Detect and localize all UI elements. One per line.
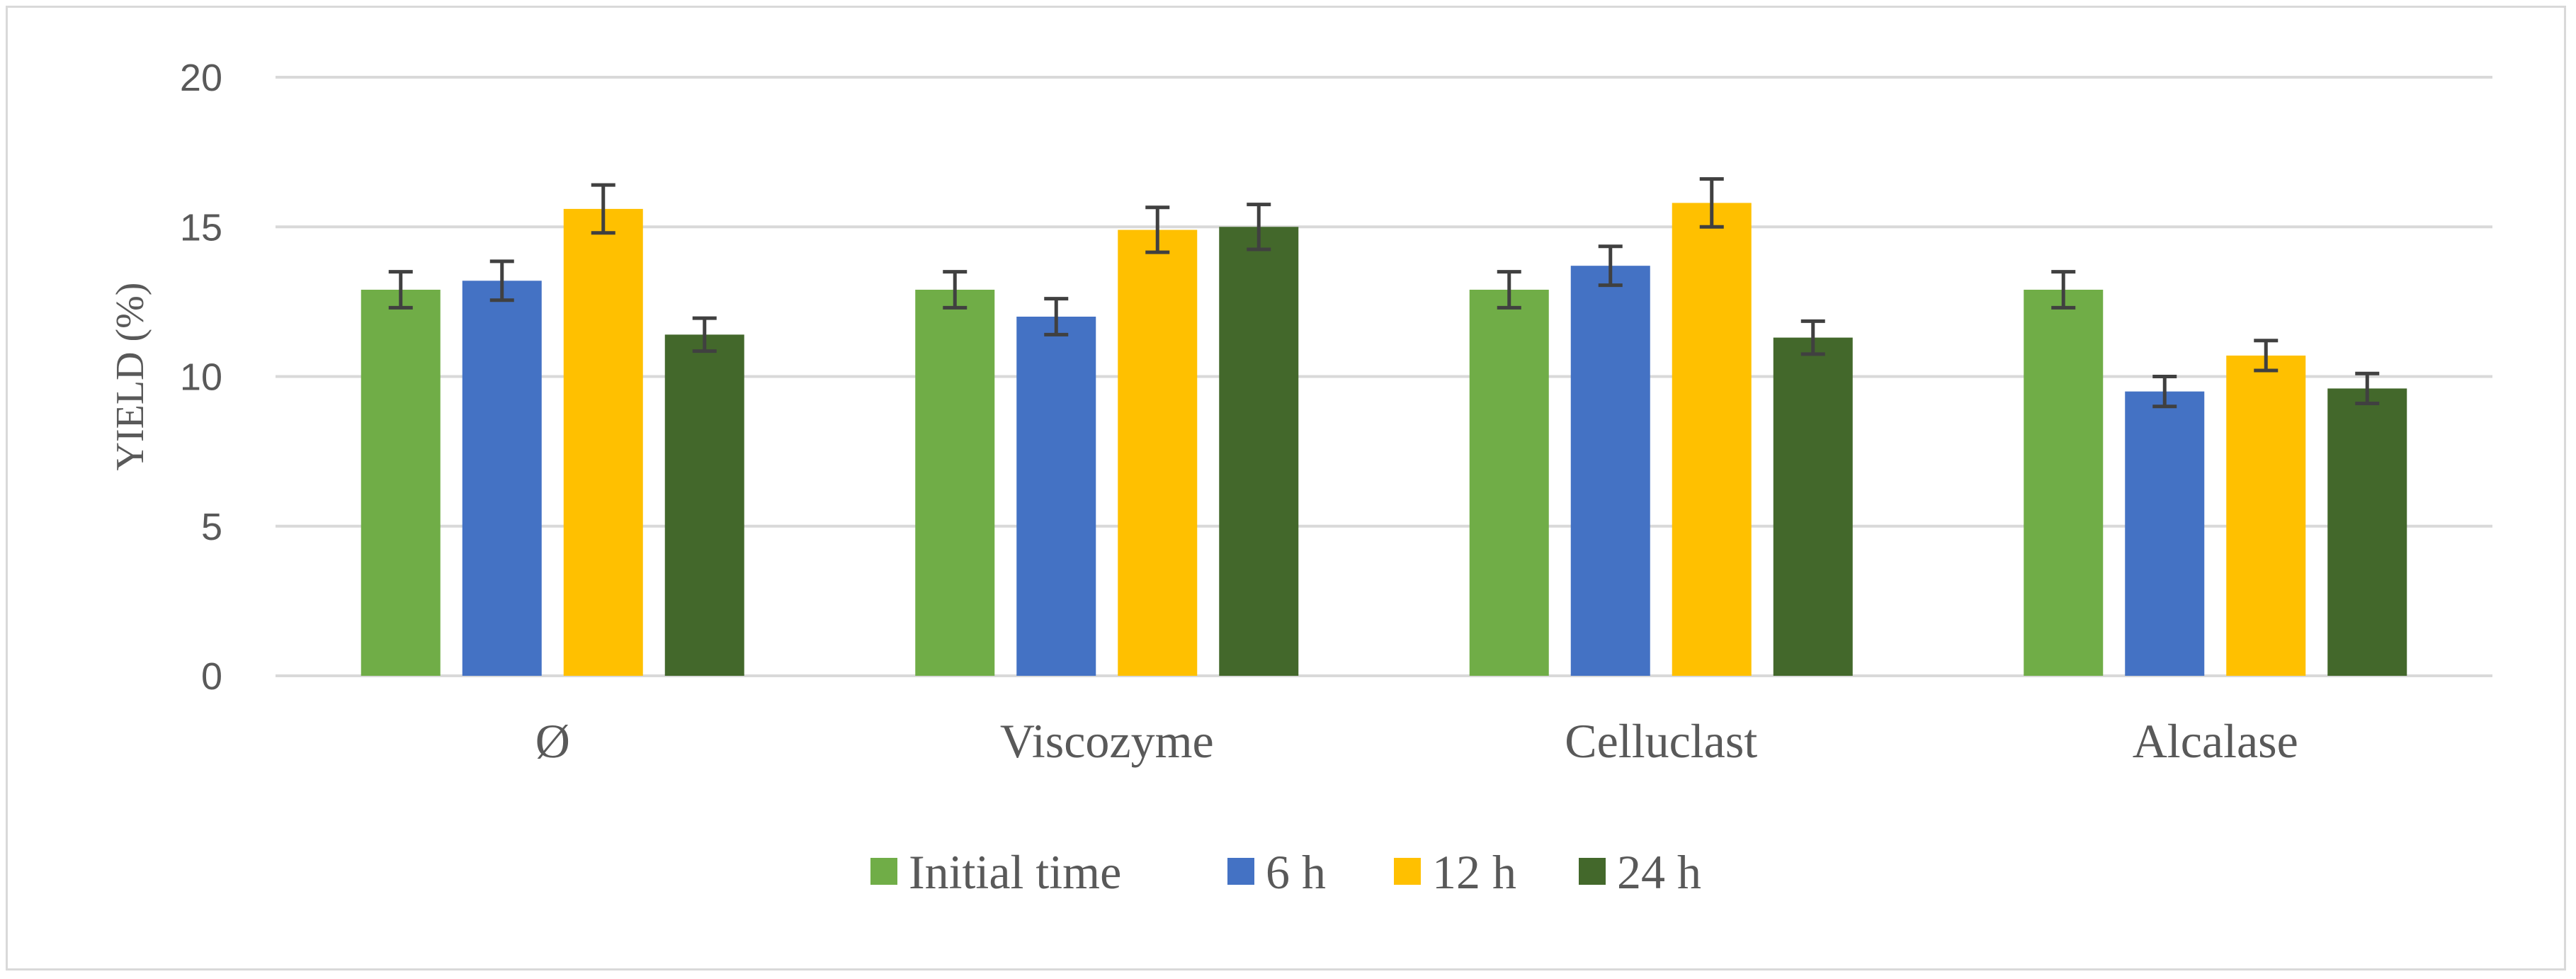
error-bar <box>943 270 968 310</box>
error-bar <box>1800 319 1825 356</box>
error-bar <box>1699 177 1724 229</box>
bar-alcalase-24-h <box>2327 388 2407 676</box>
error-bar <box>1598 244 1623 288</box>
legend-swatch <box>1579 858 1606 885</box>
error-bar <box>591 183 615 235</box>
bar--initial-time <box>361 289 441 677</box>
error-bar <box>2152 375 2177 409</box>
error-bar <box>489 259 514 302</box>
bar-celluclast-initial-time <box>1469 289 1549 677</box>
error-bar <box>1145 205 1170 254</box>
y-tick-label: 10 <box>180 356 222 399</box>
error-bar <box>1247 203 1271 251</box>
bar-viscozyme-6-h <box>1016 317 1096 676</box>
y-tick-label: 15 <box>180 206 222 249</box>
category-label: Celluclast <box>1565 714 1757 768</box>
bar--6-h <box>462 281 542 676</box>
bar--24-h <box>664 334 744 676</box>
y-tick-label: 0 <box>201 655 222 698</box>
bar-celluclast-6-h <box>1570 266 1650 676</box>
category-label: Ø <box>535 714 570 768</box>
error-bar <box>1497 270 1521 310</box>
legend-item-initial-time: Initial time <box>870 845 1121 899</box>
legend-item-6-h: 6 h <box>1227 845 1326 899</box>
error-bar <box>2051 270 2076 310</box>
bar--12-h <box>563 208 643 676</box>
legend-item-24-h: 24 h <box>1579 845 1701 899</box>
category-labels: Ø Viscozyme Celluclast Alcalase <box>535 714 2298 768</box>
error-bars <box>388 177 2380 409</box>
y-tick-label: 20 <box>180 57 222 99</box>
bar-alcalase-6-h <box>2125 391 2205 676</box>
legend-swatch <box>1227 858 1254 885</box>
bar-celluclast-24-h <box>1773 337 1853 676</box>
chart-frame: 0 5 10 15 20 Ø Viscozyme Celluclast Alcalase YI… <box>6 6 2566 970</box>
error-bar <box>2355 371 2380 406</box>
category-label: Viscozyme <box>1000 714 1214 768</box>
legend-label: 12 h <box>1432 845 1516 899</box>
bar-alcalase-12-h <box>2226 355 2306 676</box>
error-bar <box>388 270 413 310</box>
bar-alcalase-initial-time <box>2024 289 2104 677</box>
y-tick-label: 5 <box>201 506 222 548</box>
legend-swatch <box>1394 858 1421 885</box>
y-tick-labels: 0 5 10 15 20 <box>180 57 222 698</box>
bar-chart: 0 5 10 15 20 Ø Viscozyme Celluclast Alcalase YI… <box>108 57 2492 899</box>
bar-viscozyme-initial-time <box>915 289 995 677</box>
error-bar <box>1044 297 1069 336</box>
gridlines <box>276 76 2492 677</box>
legend-label: 24 h <box>1617 845 1701 899</box>
legend-label: Initial time <box>909 845 1121 899</box>
bar-viscozyme-24-h <box>1219 227 1299 676</box>
category-label: Alcalase <box>2133 714 2298 768</box>
bars <box>361 203 2407 677</box>
error-bar <box>2254 339 2279 373</box>
y-axis-title: YIELD (%) <box>108 283 152 471</box>
bar-celluclast-12-h <box>1672 203 1752 676</box>
error-bar <box>692 316 717 353</box>
legend-item-12-h: 12 h <box>1394 845 1516 899</box>
legend-label: 6 h <box>1266 845 1326 899</box>
legend-swatch <box>870 858 897 885</box>
bar-viscozyme-12-h <box>1118 230 1198 677</box>
legend: Initial time 6 h 12 h 24 h <box>870 845 1701 899</box>
